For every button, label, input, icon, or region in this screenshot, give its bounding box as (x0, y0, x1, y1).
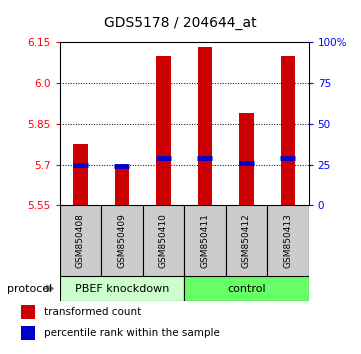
Bar (267, 205, 309, 276)
Bar (197, 47, 212, 205)
Text: GSM850413: GSM850413 (283, 213, 292, 268)
Text: GSM850410: GSM850410 (159, 213, 168, 268)
Text: protocol: protocol (7, 284, 52, 293)
Text: GSM850412: GSM850412 (242, 213, 251, 268)
Bar (21, 305, 35, 319)
Bar (143, 205, 184, 276)
Bar (101, 205, 143, 276)
Bar (156, 56, 171, 205)
Bar (114, 166, 129, 205)
Text: percentile rank within the sample: percentile rank within the sample (44, 328, 219, 338)
Bar (226, 205, 267, 276)
Bar (60, 276, 184, 301)
Text: GDS5178 / 204644_at: GDS5178 / 204644_at (104, 16, 257, 30)
Bar (184, 276, 309, 301)
Bar (21, 326, 35, 340)
Bar (184, 205, 226, 276)
Bar (239, 113, 254, 205)
Text: GSM850409: GSM850409 (117, 213, 126, 268)
Bar (60, 205, 101, 276)
Text: PBEF knockdown: PBEF knockdown (75, 284, 169, 293)
Text: GSM850408: GSM850408 (76, 213, 85, 268)
Bar (73, 144, 88, 205)
Text: GSM850411: GSM850411 (200, 213, 209, 268)
Text: transformed count: transformed count (44, 307, 141, 317)
Text: control: control (227, 284, 266, 293)
Bar (280, 56, 295, 205)
